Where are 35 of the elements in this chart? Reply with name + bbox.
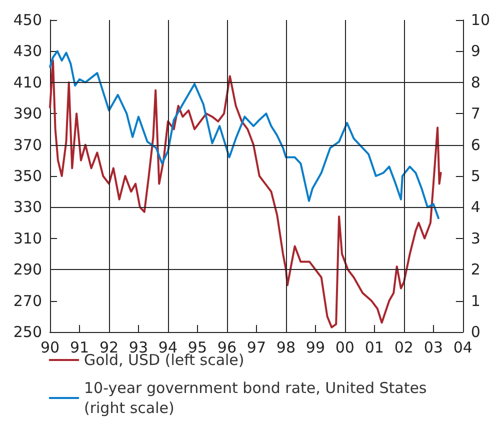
y-tick-label: 310 [13, 229, 42, 248]
y2-tick-label: 5 [470, 167, 480, 185]
x-tick-label: 00 [335, 338, 354, 356]
y-tick-label: 250 [13, 323, 42, 341]
y-tick-label: 390 [13, 104, 42, 123]
legend-label: 10-year government bond rate, United States (right scale) [84, 379, 432, 417]
x-tick-label: 96 [217, 338, 237, 356]
line-series [49, 50, 440, 220]
y2-tick-label: 0 [470, 323, 480, 341]
y2-tick-label: 10 [470, 11, 490, 29]
y-tick-label: 430 [13, 42, 42, 60]
y2-tick-label: 7 [470, 104, 480, 123]
y2-tick-label: 9 [470, 42, 480, 60]
y-tick-label: 450 [13, 11, 42, 29]
x-tick-label: 98 [276, 338, 296, 356]
y-tick-label: 290 [13, 260, 42, 279]
y2-tick-label: 1 [470, 292, 480, 310]
x-tick-label: 03 [424, 338, 443, 356]
line-series [49, 60, 442, 328]
y-tick-label: 350 [13, 167, 42, 185]
y-tick-label: 410 [13, 73, 42, 92]
y2-tick-label: 6 [470, 136, 480, 154]
y2-tick-label: 8 [470, 73, 480, 92]
x-tick-label: 90 [40, 338, 60, 356]
y-tick-label: 370 [13, 136, 42, 154]
y-tick-label: 330 [13, 198, 42, 216]
y2-tick-label: 3 [470, 229, 480, 248]
y2-tick-label: 4 [470, 198, 480, 216]
x-tick-label: 04 [453, 338, 472, 356]
x-tick-label: 01 [364, 338, 384, 356]
x-tick-label: 99 [306, 338, 325, 356]
y-tick-label: 270 [13, 292, 42, 310]
x-tick-label: 02 [394, 338, 414, 356]
x-tick-label: 97 [246, 338, 266, 356]
y2-tick-label: 2 [470, 260, 480, 279]
